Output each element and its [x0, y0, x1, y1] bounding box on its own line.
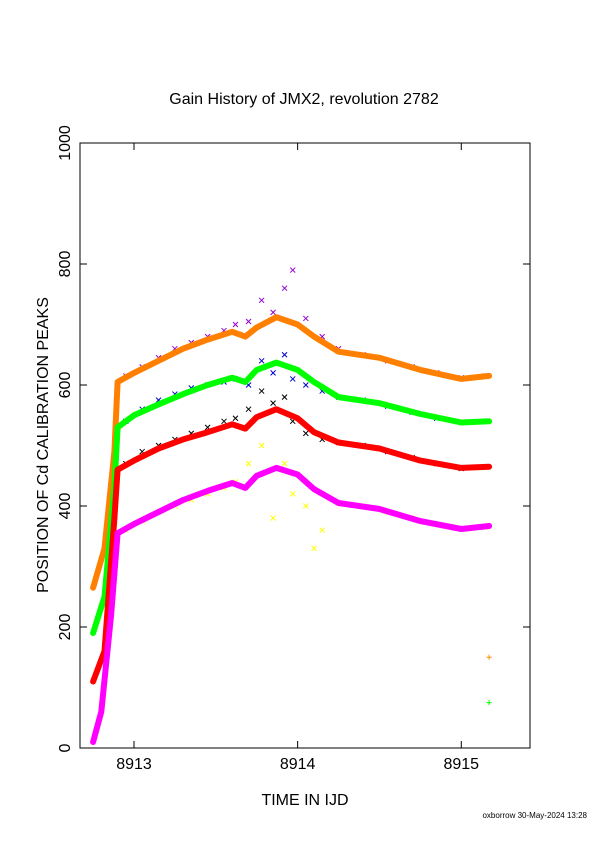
point-stroke — [289, 267, 296, 273]
data-layer — [90, 267, 493, 745]
point-stroke — [204, 424, 211, 431]
data-point — [270, 370, 276, 376]
data-point — [232, 415, 239, 422]
point-stroke — [258, 357, 265, 364]
point-stroke — [302, 503, 309, 509]
data-point — [245, 406, 252, 413]
series-curve — [90, 359, 493, 636]
x-tick-label: 8914 — [280, 756, 316, 773]
data-point — [245, 318, 252, 325]
point-stroke — [232, 415, 239, 422]
data-point — [289, 376, 296, 382]
point-stroke — [302, 430, 309, 437]
data-point — [281, 394, 288, 400]
x-tick-label: 8913 — [116, 756, 152, 773]
point-stroke — [221, 418, 227, 425]
data-point — [289, 267, 296, 273]
y-axis-label: POSITION OF Cd CALIBRATION PEAKS — [35, 297, 52, 593]
point-stroke — [270, 400, 276, 407]
x-tick-label: 8915 — [443, 756, 479, 773]
y-tick-label: 800 — [57, 251, 74, 278]
point-stroke — [289, 491, 296, 497]
data-point — [281, 285, 288, 292]
point-stroke — [281, 351, 288, 358]
plot-frame — [79, 142, 531, 749]
point-stroke — [245, 318, 252, 325]
data-point — [319, 527, 326, 534]
data-point — [258, 297, 265, 304]
point-stroke — [245, 406, 252, 413]
y-tick-label: 400 — [57, 493, 74, 520]
point-stroke — [319, 527, 326, 534]
data-point — [245, 460, 252, 467]
data-point — [270, 515, 276, 521]
data-point — [486, 654, 492, 660]
data-point — [270, 309, 276, 316]
point-stroke — [258, 442, 265, 449]
point-stroke — [245, 460, 252, 467]
point-stroke — [302, 382, 309, 388]
point-stroke — [281, 285, 288, 292]
data-point — [270, 400, 276, 407]
y-tick-label: 200 — [57, 614, 74, 641]
data-point — [232, 321, 239, 328]
data-point — [486, 700, 492, 706]
data-point — [281, 460, 288, 467]
series-curve — [90, 314, 493, 591]
point-stroke — [289, 376, 296, 382]
footer-stamp: oxborrow 30-May-2024 13:28 — [482, 811, 587, 820]
point-stroke — [139, 448, 146, 455]
y-axis-ticks: 0 200 400 600 800 1000 — [57, 125, 530, 752]
series-curve — [90, 406, 493, 685]
x-axis-ticks: 8913 8914 8915 — [116, 143, 479, 773]
point-stroke — [281, 394, 288, 400]
point-stroke — [232, 321, 239, 328]
point-stroke — [258, 388, 265, 394]
data-point — [258, 442, 265, 449]
point-stroke — [270, 309, 276, 316]
y-tick-label: 600 — [57, 372, 74, 399]
point-stroke — [258, 297, 265, 304]
series-curve — [90, 464, 493, 745]
y-tick-label: 1000 — [57, 125, 74, 161]
data-point — [311, 545, 317, 552]
data-point — [281, 351, 288, 358]
data-point — [302, 430, 309, 437]
data-point — [302, 315, 309, 322]
point-stroke — [245, 382, 252, 388]
data-point — [258, 388, 265, 394]
point-stroke — [270, 515, 276, 521]
data-point — [258, 357, 265, 364]
point-stroke — [270, 370, 276, 376]
data-point — [289, 491, 296, 497]
chart-title: Gain History of JMX2, revolution 2782 — [169, 91, 439, 108]
point-stroke — [281, 460, 288, 467]
data-point — [302, 382, 309, 388]
y-tick-label: 0 — [57, 743, 74, 752]
point-stroke — [311, 545, 317, 552]
point-stroke — [155, 397, 162, 403]
x-axis-label: TIME IN IJD — [261, 792, 348, 809]
data-point — [221, 418, 227, 425]
point-stroke — [302, 315, 309, 322]
data-point — [302, 503, 309, 509]
